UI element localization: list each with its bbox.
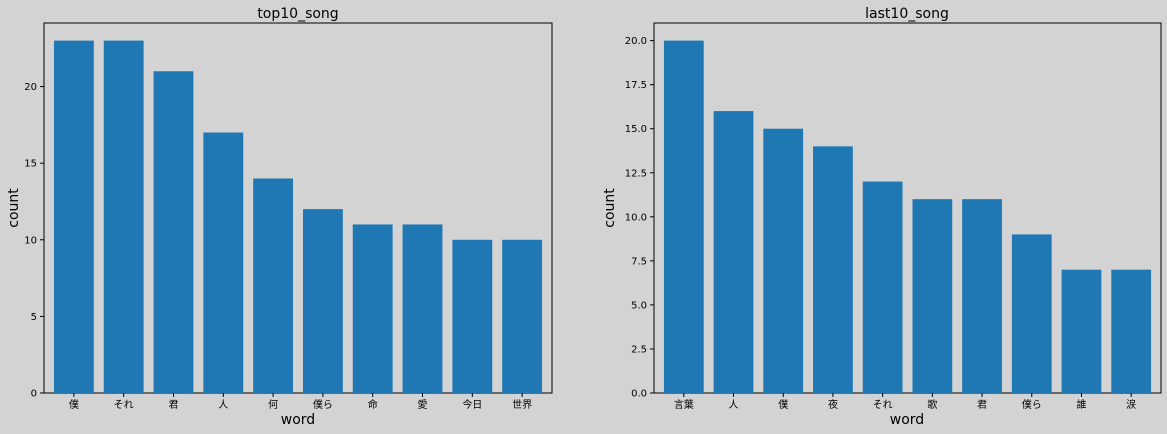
x-tick-label: 人 <box>729 399 739 411</box>
bar-9 <box>1111 269 1152 393</box>
x-ticks: 僕 それ 君 人 何 僕ら 命 愛 今日 世界 <box>69 393 532 411</box>
y-tick-label: 5.0 <box>631 300 647 311</box>
y-tick-label: 12.5 <box>625 168 647 179</box>
chart-top10-song: 05101520 僕それ君人何僕ら命愛今日 世界 top10_song word … <box>6 6 553 428</box>
x-tick-label: 僕ら <box>1022 398 1042 411</box>
bar-5 <box>302 209 343 393</box>
bar-2 <box>763 128 804 393</box>
bar-9 <box>502 239 543 393</box>
x-tick-label: 人 <box>218 399 228 411</box>
y-ticks: 0.0 2.5 5.0 7.5 10.0 12.5 15.0 17.5 20.0 <box>625 36 654 400</box>
y-tick-label: 2.5 <box>631 344 647 355</box>
y-tick-label: 10 <box>24 235 37 246</box>
x-tick-label: 世界 <box>512 399 532 411</box>
bar-1 <box>713 111 754 393</box>
x-tick-label: 僕ら <box>313 398 333 411</box>
x-axis-label: word <box>890 412 924 428</box>
x-tick-label: 君 <box>168 399 178 411</box>
bar-0 <box>53 40 94 394</box>
bar-2 <box>153 71 194 393</box>
x-tick-label: 誰 <box>1076 398 1086 411</box>
y-axis-label: count <box>6 188 22 228</box>
bar-7 <box>1011 234 1052 393</box>
y-tick-label: 10.0 <box>625 212 647 223</box>
y-ticks: 0 5 10 15 20 <box>24 82 44 400</box>
x-tick-label: 愛 <box>418 398 428 411</box>
x-tick-label: 今日 <box>462 398 482 411</box>
x-tick-label: 僕 <box>69 398 79 411</box>
plot-area <box>43 22 553 394</box>
bar-4 <box>862 181 903 393</box>
plot-area <box>653 22 1162 394</box>
x-tick-label: 言葉 <box>674 398 694 411</box>
y-tick-label: 7.5 <box>631 256 647 267</box>
bar-5 <box>912 199 953 393</box>
y-tick-label: 0 <box>31 389 37 400</box>
x-tick-label: 涙 <box>1126 398 1136 411</box>
y-tick-label: 5 <box>31 312 37 323</box>
bar-3 <box>813 146 853 393</box>
x-tick-label: 君 <box>977 399 987 411</box>
x-tick-label: 何 <box>268 398 278 411</box>
y-axis-label: count <box>602 188 618 228</box>
y-tick-label: 0.0 <box>631 389 647 400</box>
x-tick-label: それ <box>873 399 893 411</box>
chart-title: last10_song <box>865 6 949 22</box>
bar-1 <box>103 40 144 394</box>
chart-last10-song: 0.0 2.5 5.0 7.5 10.0 12.5 15.0 17.5 20.0 言葉 人 僕 夜 それ… <box>602 6 1162 428</box>
bar-4 <box>253 178 294 393</box>
bar-8 <box>452 239 493 393</box>
y-tick-label: 15 <box>24 159 37 170</box>
x-tick-label: 僕 <box>778 398 788 411</box>
y-tick-label: 20 <box>24 82 37 93</box>
bar-6 <box>962 199 1002 393</box>
chart-title: top10_song <box>257 6 338 22</box>
bars <box>663 40 1152 394</box>
x-ticks: 言葉 人 僕 夜 それ 歌 君 僕ら 誰 涙 <box>674 393 1136 411</box>
x-tick-label: それ <box>114 399 134 411</box>
bar-6 <box>352 224 393 393</box>
y-tick-label: 15.0 <box>625 124 647 135</box>
x-tick-label: 命 <box>368 398 378 411</box>
bar-7 <box>402 224 443 393</box>
bar-3 <box>203 132 244 394</box>
x-tick-label: 夜 <box>828 398 838 411</box>
x-tick-label: 歌 <box>927 398 937 411</box>
bars <box>53 40 543 394</box>
y-tick-label: 20.0 <box>625 36 647 47</box>
y-tick-label: 17.5 <box>625 80 647 91</box>
x-axis-label: word <box>281 412 315 428</box>
bar-0 <box>663 40 704 394</box>
bar-8 <box>1061 269 1102 393</box>
